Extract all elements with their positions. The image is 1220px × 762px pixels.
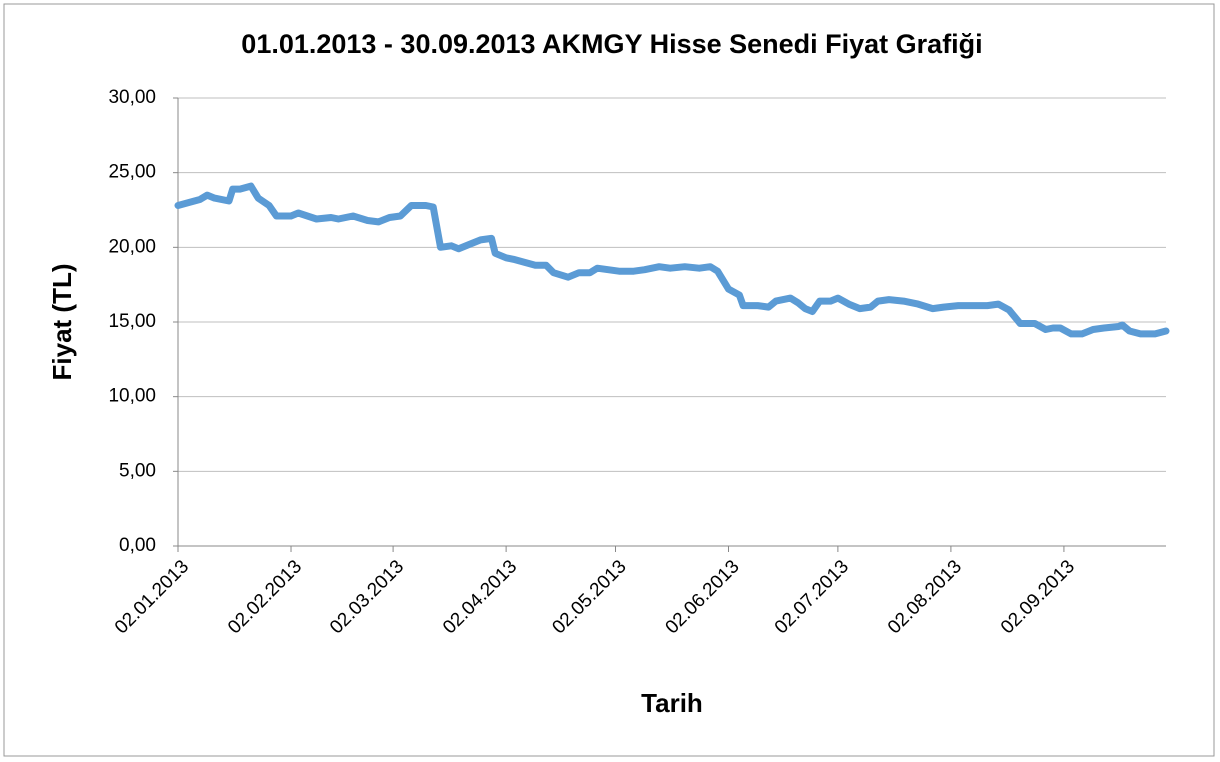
x-axis-title: Tarih bbox=[641, 688, 703, 718]
y-tick-label: 25,00 bbox=[108, 162, 156, 183]
y-tick-label: 20,00 bbox=[108, 236, 156, 257]
y-tick-label: 0,00 bbox=[119, 535, 156, 556]
y-tick-label: 15,00 bbox=[108, 311, 156, 332]
price-line bbox=[174, 182, 1170, 338]
y-tick-label: 5,00 bbox=[119, 460, 156, 481]
y-tick-label: 10,00 bbox=[108, 386, 156, 407]
chart-title: 01.01.2013 - 30.09.2013 AKMGY Hisse Sene… bbox=[241, 29, 982, 59]
chart-border bbox=[3, 3, 1215, 757]
y-axis-title: Fiyat (TL) bbox=[47, 264, 77, 381]
y-tick-label: 30,00 bbox=[108, 87, 156, 108]
